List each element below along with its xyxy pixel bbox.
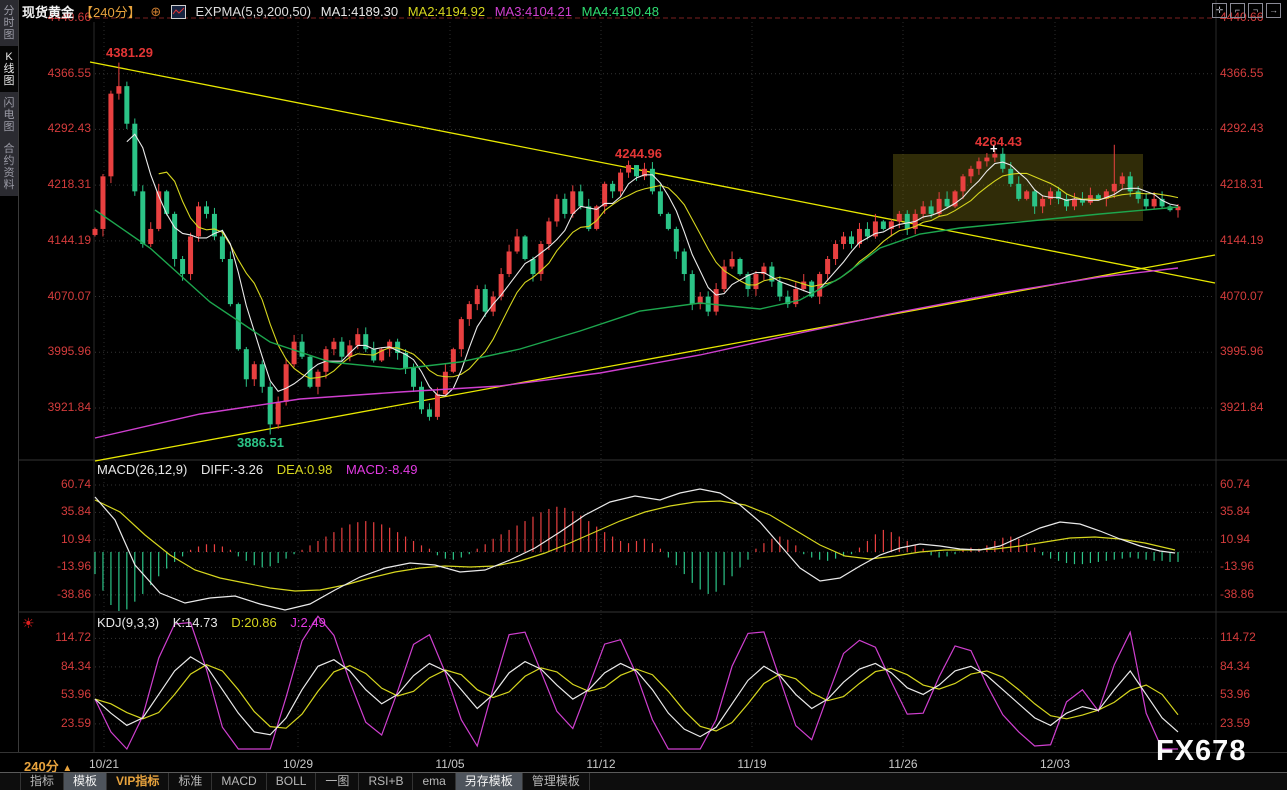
sidebar-item-list: 分时图 K线图闪电图合约资料 xyxy=(0,0,18,196)
ma3-value: MA3:4104.21 xyxy=(494,4,573,19)
date-label: 11/05 xyxy=(435,757,465,771)
macd-dea-value: DEA:0.98 xyxy=(276,462,333,477)
macd-diff-value: DIFF:-3.26 xyxy=(200,462,264,477)
y-axis-label: 53.96 xyxy=(1220,687,1251,702)
toolbar-button-VIP指标[interactable]: VIP指标 xyxy=(107,773,170,790)
period-arrow-icon: ▲ xyxy=(62,763,73,774)
price-annotation: 4244.96 xyxy=(615,146,662,161)
y-axis-label: 4144.19 xyxy=(1220,232,1264,247)
y-axis-label: 114.72 xyxy=(55,630,91,645)
y-axis-label: 53.96 xyxy=(60,687,91,702)
period-selector[interactable]: 240分 ▲ xyxy=(24,759,73,774)
toolbar-button-MACD[interactable]: MACD xyxy=(212,773,267,790)
toolbar-button-管理模板[interactable]: 管理模板 xyxy=(523,773,590,790)
y-axis-label: 4144.19 xyxy=(47,232,91,247)
y-axis-label: 4366.55 xyxy=(47,65,91,80)
axis-right-icon[interactable]: ¬ xyxy=(1248,3,1263,18)
y-axis-label: 23.59 xyxy=(1220,715,1251,730)
y-axis-label: 114.72 xyxy=(1220,630,1256,645)
y-axis-label: 4070.07 xyxy=(47,288,91,303)
y-axis-label: 4070.07 xyxy=(1220,288,1264,303)
ma1-value: MA1:4189.30 xyxy=(320,4,399,19)
toolbar-button-另存模板[interactable]: 另存模板 xyxy=(455,773,523,790)
y-axis-label: 60.74 xyxy=(60,477,91,491)
y-axis-label: 4440.66 xyxy=(47,10,91,24)
y-axis-label: 3995.96 xyxy=(47,344,91,359)
price-annotation: + xyxy=(990,141,998,156)
bottom-toolbar: 指标 模板 VIP指标 标准 MACD BOLL 一图 RSI+B ema 另存模板 管理模板 xyxy=(0,772,1287,790)
toolbar-button-一图[interactable]: 一图 xyxy=(316,773,360,790)
y-axis-label: 10.94 xyxy=(1220,531,1251,546)
y-axis-label: 10.94 xyxy=(60,531,91,546)
toolbar-button-指标[interactable]: 指标 xyxy=(20,773,65,790)
y-axis-label: -13.96 xyxy=(56,559,91,574)
toolbar-button-ema[interactable]: ema xyxy=(413,773,456,790)
date-label: 11/19 xyxy=(737,757,767,771)
toolbar-button-BOLL[interactable]: BOLL xyxy=(267,773,317,790)
macd-header: MACD(26,12,9) DIFF:-3.26 DEA:0.98 MACD:-… xyxy=(97,462,428,477)
toolbar-button-模板[interactable]: 模板 xyxy=(64,773,108,790)
y-axis-label: 84.34 xyxy=(1220,658,1251,673)
kdj-title: KDJ(9,3,3) xyxy=(97,615,160,630)
date-label: 11/26 xyxy=(888,757,918,771)
date-label: 11/12 xyxy=(586,757,616,771)
date-axis: 240分 ▲ 10/21 10/29 11/05 11/12 11/19 11/26 12/… xyxy=(0,752,1287,774)
y-axis-label: 35.84 xyxy=(1220,504,1251,519)
watermark: FX678 xyxy=(1156,735,1247,767)
kdj-header: KDJ(9,3,3) K:14.73 D:20.86 J:2.49 xyxy=(97,615,336,630)
y-axis-label: -38.86 xyxy=(1220,586,1255,601)
chart-header: 现货黄金 【240分】 ⊕ EXPMA(5,9,200,50) MA1:4189.… xyxy=(22,2,665,21)
y-axis-label: 4218.31 xyxy=(47,177,91,192)
toolbar-button-RSI+B[interactable]: RSI+B xyxy=(359,773,414,790)
window-tool-icons: ✛ ⌐ ¬ → xyxy=(1212,3,1281,18)
kdj-d-value: D:20.86 xyxy=(231,615,277,630)
y-axis-label: 3921.84 xyxy=(1220,399,1264,414)
axis-left-icon[interactable]: ⌐ xyxy=(1230,3,1245,18)
y-axis-label: 4218.31 xyxy=(1220,177,1264,192)
mini-chart-icon[interactable] xyxy=(170,4,186,19)
macd-macd-value: MACD:-8.49 xyxy=(345,462,418,477)
chart-canvas[interactable] xyxy=(0,0,1287,752)
ma4-value: MA4:4190.48 xyxy=(581,4,659,19)
y-axis-label: 4292.43 xyxy=(47,121,91,136)
sidebar-item-闪电图[interactable]: 闪电图 xyxy=(3,97,15,133)
date-label: 10/21 xyxy=(88,757,120,771)
ma2-value: MA2:4194.92 xyxy=(407,4,486,19)
sidebar-item-分时图[interactable]: 分时图 xyxy=(3,5,15,41)
sidebar: 分时图 K线图闪电图合约资料 xyxy=(0,0,19,752)
symbol-title: 现货黄金 xyxy=(22,5,75,20)
y-axis-label: 23.59 xyxy=(60,715,91,730)
exit-panel-icon[interactable]: → xyxy=(1266,3,1281,18)
period-tag: 【240分】 xyxy=(80,5,141,20)
y-axis-label: 3921.84 xyxy=(47,399,91,414)
kdj-k-value: K:14.73 xyxy=(172,615,218,630)
y-axis-label: -38.86 xyxy=(56,586,91,601)
price-annotation: 4264.43 xyxy=(975,134,1022,149)
y-axis-label: -13.96 xyxy=(1220,559,1255,574)
y-axis-label: 35.84 xyxy=(60,504,91,519)
indicator-label: EXPMA(5,9,200,50) xyxy=(195,4,312,19)
y-axis-label: 4292.43 xyxy=(1220,121,1264,136)
sidebar-item-合约资料[interactable]: 合约资料 xyxy=(3,143,15,191)
y-axis-label: 4366.55 xyxy=(1220,65,1264,80)
price-annotation: 4381.29 xyxy=(106,45,153,60)
sun-icon[interactable]: ☀ xyxy=(22,615,35,631)
price-annotation: 3886.51 xyxy=(237,435,284,450)
macd-title: MACD(26,12,9) xyxy=(97,462,188,477)
y-axis-label: 60.74 xyxy=(1220,477,1251,491)
toolbar-button-标准[interactable]: 标准 xyxy=(169,773,213,790)
crosshair-icon[interactable]: ✛ xyxy=(1212,3,1227,18)
sidebar-item-K线图[interactable]: K线图 xyxy=(0,46,18,92)
y-axis-label: 3995.96 xyxy=(1220,344,1264,359)
date-label: 12/03 xyxy=(1039,757,1071,771)
kdj-j-value: J:2.49 xyxy=(290,615,326,630)
collapse-icon[interactable]: ⊕ xyxy=(150,3,162,19)
date-label: 10/29 xyxy=(282,757,314,771)
y-axis-label: 84.34 xyxy=(60,658,91,673)
